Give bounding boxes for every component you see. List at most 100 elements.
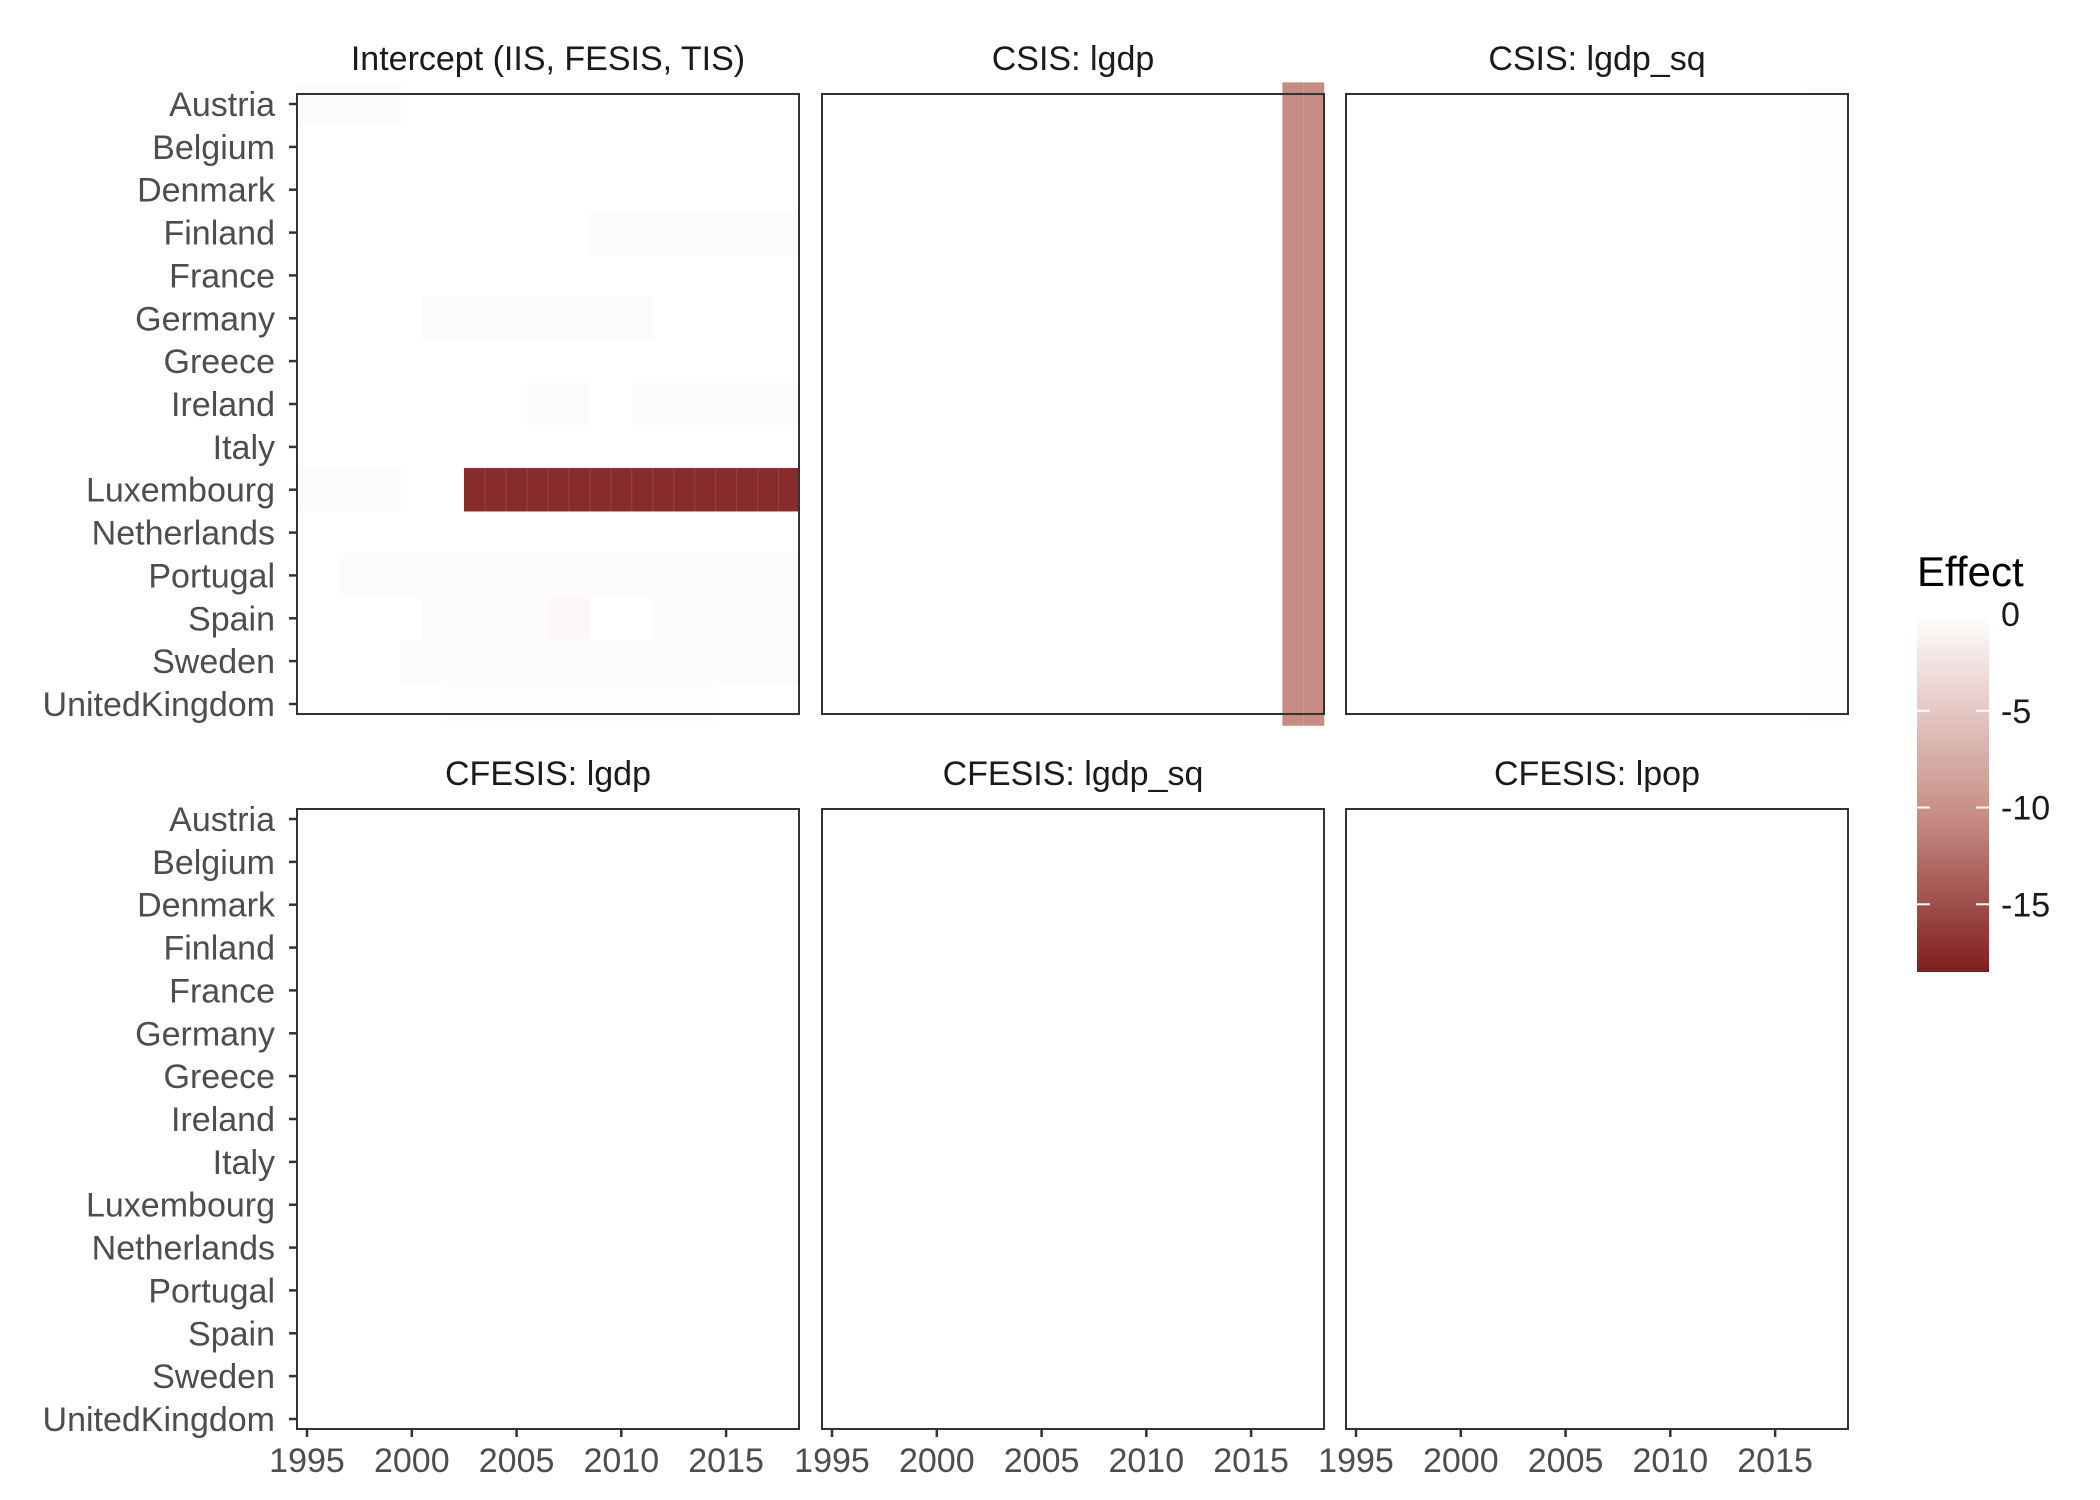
heatmap-cells bbox=[1806, 82, 1849, 726]
legend-tick-label-15: -15 bbox=[2001, 886, 2050, 924]
panel-border bbox=[1345, 93, 1849, 715]
heatmap-cell-ireland bbox=[526, 382, 591, 426]
heatmap-cell-unitedkingdom bbox=[1282, 682, 1325, 726]
heatmap-cell-luxembourg bbox=[1282, 468, 1325, 512]
heatmap-cell-spain bbox=[422, 596, 570, 641]
facet-panel-cfesis-lgdp: CFESIS: lgdp bbox=[296, 755, 800, 1430]
heatmap-cell-denmark bbox=[1282, 168, 1325, 212]
heatmap-cells bbox=[1282, 82, 1325, 726]
x-tick-label-1995: 1995 bbox=[794, 1442, 870, 1480]
y-tick-label-belgium: Belgium bbox=[152, 129, 275, 167]
facet-title: CSIS: lgdp bbox=[992, 40, 1155, 78]
heatmap-cell-luxembourg bbox=[463, 468, 800, 512]
heatmap-cell-greece bbox=[1806, 339, 1849, 383]
heatmap-cell-portugal bbox=[338, 553, 800, 598]
x-tick-label-2000: 2000 bbox=[899, 1442, 975, 1480]
heatmap-cell-germany bbox=[422, 296, 654, 341]
y-tick-label-luxembourg: Luxembourg bbox=[86, 472, 275, 510]
heatmap-cell-austria bbox=[1282, 82, 1325, 126]
facet-title: CFESIS: lgdp bbox=[445, 755, 651, 793]
y-tick-label-austria: Austria bbox=[169, 801, 275, 839]
heatmap-cell-netherlands bbox=[1282, 510, 1325, 555]
x-tick-label-2015: 2015 bbox=[1737, 1442, 1813, 1480]
legend-tick-label-5: -5 bbox=[2001, 693, 2031, 731]
heatmap-cell-denmark bbox=[1806, 168, 1849, 212]
heatmap-cell-italy bbox=[1282, 425, 1325, 469]
heatmap-cell-finland bbox=[1806, 210, 1849, 255]
heatmap-cell-spain bbox=[652, 596, 800, 641]
facet-title: CFESIS: lpop bbox=[1494, 755, 1700, 793]
x-tick-label-2010: 2010 bbox=[1108, 1442, 1184, 1480]
panel-border bbox=[1345, 808, 1849, 1430]
facet-panel-intercept: Intercept (IIS, FESIS, TIS) bbox=[296, 40, 800, 726]
y-tick-label-spain: Spain bbox=[188, 1315, 275, 1353]
heatmap-cell-unitedkingdom bbox=[1806, 682, 1849, 726]
legend-tick-label-0: 0 bbox=[2001, 596, 2020, 634]
y-axis-bottom: Austria Belgium Denmark Finland France German… bbox=[43, 801, 297, 1439]
x-tick-label-2010: 2010 bbox=[583, 1442, 659, 1480]
heatmap-cell-belgium bbox=[1806, 125, 1849, 169]
heatmap-cell-portugal bbox=[1806, 553, 1849, 598]
y-tick-label-ireland: Ireland bbox=[171, 1101, 275, 1139]
x-tick-label-2000: 2000 bbox=[374, 1442, 450, 1480]
heatmap-cell-sweden bbox=[1806, 639, 1849, 683]
panel-border bbox=[821, 808, 1325, 1430]
y-tick-label-ireland: Ireland bbox=[171, 386, 275, 424]
y-tick-label-sweden: Sweden bbox=[152, 1358, 275, 1396]
y-tick-label-italy: Italy bbox=[213, 1144, 275, 1182]
x-tick-label-2005: 2005 bbox=[1004, 1442, 1080, 1480]
facet-panel-csis-lgdp: CSIS: lgdp bbox=[821, 40, 1325, 726]
heatmap-cell-spain bbox=[1282, 596, 1325, 641]
panel-border bbox=[821, 93, 1325, 715]
y-tick-label-unitedkingdom: UnitedKingdom bbox=[43, 686, 275, 724]
y-tick-label-finland: Finland bbox=[163, 215, 275, 253]
y-tick-label-portugal: Portugal bbox=[148, 1272, 275, 1310]
legend-colorbar bbox=[1917, 614, 1989, 972]
y-tick-label-spain: Spain bbox=[188, 600, 275, 638]
heatmap-cell-unitedkingdom bbox=[442, 682, 716, 726]
y-tick-label-luxembourg: Luxembourg bbox=[86, 1187, 275, 1225]
x-tick-label-2005: 2005 bbox=[1528, 1442, 1604, 1480]
y-tick-label-portugal: Portugal bbox=[148, 557, 275, 595]
heatmap-cell-france bbox=[1806, 253, 1849, 298]
panel-border bbox=[296, 808, 800, 1430]
heatmap-cell-germany bbox=[1806, 296, 1849, 341]
x-tick-label-2015: 2015 bbox=[688, 1442, 764, 1480]
y-tick-label-finland: Finland bbox=[163, 930, 275, 968]
heatmap-cell-netherlands bbox=[1806, 510, 1849, 555]
y-tick-label-sweden: Sweden bbox=[152, 643, 275, 681]
y-tick-label-denmark: Denmark bbox=[137, 887, 276, 925]
facet-panel-csis-lgdp-sq: CSIS: lgdp_sq bbox=[1345, 40, 1849, 726]
heatmap-cell-germany bbox=[1282, 296, 1325, 341]
heatmap-cell-finland bbox=[589, 210, 800, 255]
heatmap-cell-ireland bbox=[631, 382, 800, 426]
color-legend: Effect 0 -5 -10 -15 bbox=[1917, 548, 2050, 972]
x-tick-label-2010: 2010 bbox=[1632, 1442, 1708, 1480]
x-axes: 1995 2000 2005 2010 2015 1995 2000 2005 2010 2015… bbox=[269, 1429, 1813, 1480]
y-tick-label-france: France bbox=[169, 257, 275, 295]
heatmap-cell-austria bbox=[296, 82, 402, 126]
y-tick-label-denmark: Denmark bbox=[137, 172, 276, 210]
heatmap-cell-ireland bbox=[1806, 382, 1849, 426]
heatmap-cells bbox=[296, 82, 800, 726]
y-tick-label-netherlands: Netherlands bbox=[92, 1230, 275, 1268]
heatmap-cell-austria bbox=[1806, 82, 1849, 126]
heatmap-cell-spain bbox=[547, 596, 591, 641]
y-tick-label-italy: Italy bbox=[213, 429, 275, 467]
y-tick-label-germany: Germany bbox=[135, 1015, 275, 1053]
x-tick-label-1995: 1995 bbox=[269, 1442, 345, 1480]
y-tick-label-austria: Austria bbox=[169, 86, 275, 124]
heatmap-cell-italy bbox=[1806, 425, 1849, 469]
heatmap-cell-sweden bbox=[401, 639, 800, 683]
legend-ticks: 0 -5 -10 -15 bbox=[1917, 596, 2050, 924]
y-tick-label-france: France bbox=[169, 972, 275, 1010]
heatmap-cell-ireland bbox=[1282, 382, 1325, 426]
y-tick-label-unitedkingdom: UnitedKingdom bbox=[43, 1401, 275, 1439]
y-tick-label-belgium: Belgium bbox=[152, 844, 275, 882]
x-tick-label-2015: 2015 bbox=[1213, 1442, 1289, 1480]
y-tick-label-germany: Germany bbox=[135, 300, 275, 338]
facet-title: Intercept (IIS, FESIS, TIS) bbox=[351, 40, 745, 78]
x-tick-label-1995: 1995 bbox=[1318, 1442, 1394, 1480]
x-tick-label-2005: 2005 bbox=[479, 1442, 555, 1480]
